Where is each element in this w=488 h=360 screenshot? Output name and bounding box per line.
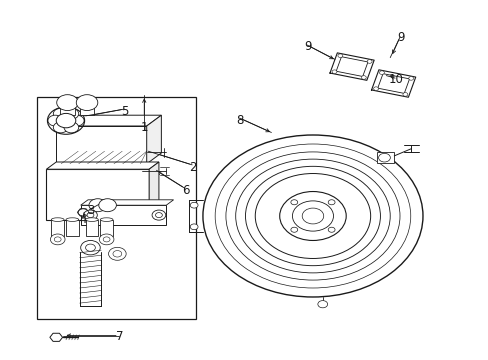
Polygon shape <box>81 200 173 205</box>
Circle shape <box>78 209 88 216</box>
Circle shape <box>331 70 336 73</box>
Polygon shape <box>56 115 161 126</box>
Circle shape <box>408 77 413 80</box>
Text: 5: 5 <box>121 105 128 118</box>
Bar <box>37 97 195 319</box>
Polygon shape <box>149 162 159 220</box>
Circle shape <box>292 201 333 231</box>
Circle shape <box>108 247 126 260</box>
Circle shape <box>76 95 98 111</box>
Text: 2: 2 <box>189 161 197 174</box>
Circle shape <box>53 108 68 119</box>
Bar <box>56 126 146 164</box>
Text: 4: 4 <box>79 213 87 226</box>
Circle shape <box>190 202 198 208</box>
Circle shape <box>327 200 334 205</box>
Bar <box>85 220 98 236</box>
Circle shape <box>56 113 76 128</box>
Text: 8: 8 <box>235 114 243 127</box>
Circle shape <box>279 192 346 240</box>
Circle shape <box>155 212 162 217</box>
Bar <box>51 220 64 236</box>
Circle shape <box>89 199 106 212</box>
Text: 9: 9 <box>304 40 311 53</box>
Circle shape <box>57 95 78 111</box>
Bar <box>46 169 149 220</box>
Circle shape <box>54 237 61 242</box>
Circle shape <box>48 115 62 126</box>
Circle shape <box>378 153 389 162</box>
Ellipse shape <box>51 218 64 221</box>
Polygon shape <box>146 115 161 164</box>
Bar <box>81 205 166 225</box>
Text: 7: 7 <box>116 330 123 343</box>
Bar <box>60 106 75 115</box>
Ellipse shape <box>85 218 98 221</box>
Circle shape <box>373 87 378 90</box>
Circle shape <box>317 301 327 308</box>
Circle shape <box>85 244 95 251</box>
Circle shape <box>402 93 407 96</box>
Ellipse shape <box>100 218 113 221</box>
Circle shape <box>379 71 384 75</box>
Bar <box>80 106 94 115</box>
Circle shape <box>64 108 79 119</box>
Circle shape <box>69 115 84 126</box>
Circle shape <box>50 234 65 245</box>
Ellipse shape <box>66 218 79 221</box>
Circle shape <box>87 212 94 217</box>
Circle shape <box>103 237 110 242</box>
Circle shape <box>99 234 114 245</box>
Circle shape <box>53 122 68 133</box>
Circle shape <box>302 208 323 224</box>
Text: 3: 3 <box>86 204 94 217</box>
Polygon shape <box>46 162 159 169</box>
Circle shape <box>366 60 371 63</box>
Circle shape <box>190 224 198 230</box>
Bar <box>376 152 393 163</box>
Bar <box>100 220 113 236</box>
Circle shape <box>64 122 79 133</box>
Circle shape <box>81 240 100 255</box>
Circle shape <box>337 54 342 58</box>
Circle shape <box>99 199 116 212</box>
Circle shape <box>327 227 334 232</box>
Circle shape <box>290 227 297 232</box>
Circle shape <box>83 210 97 220</box>
Text: 6: 6 <box>182 184 189 197</box>
Circle shape <box>152 210 165 220</box>
Text: 9: 9 <box>396 31 404 44</box>
Text: 1: 1 <box>140 121 148 134</box>
Circle shape <box>290 200 297 205</box>
Bar <box>66 220 79 236</box>
Circle shape <box>361 76 366 79</box>
Circle shape <box>203 135 422 297</box>
Circle shape <box>113 251 122 257</box>
Text: 10: 10 <box>388 73 403 86</box>
